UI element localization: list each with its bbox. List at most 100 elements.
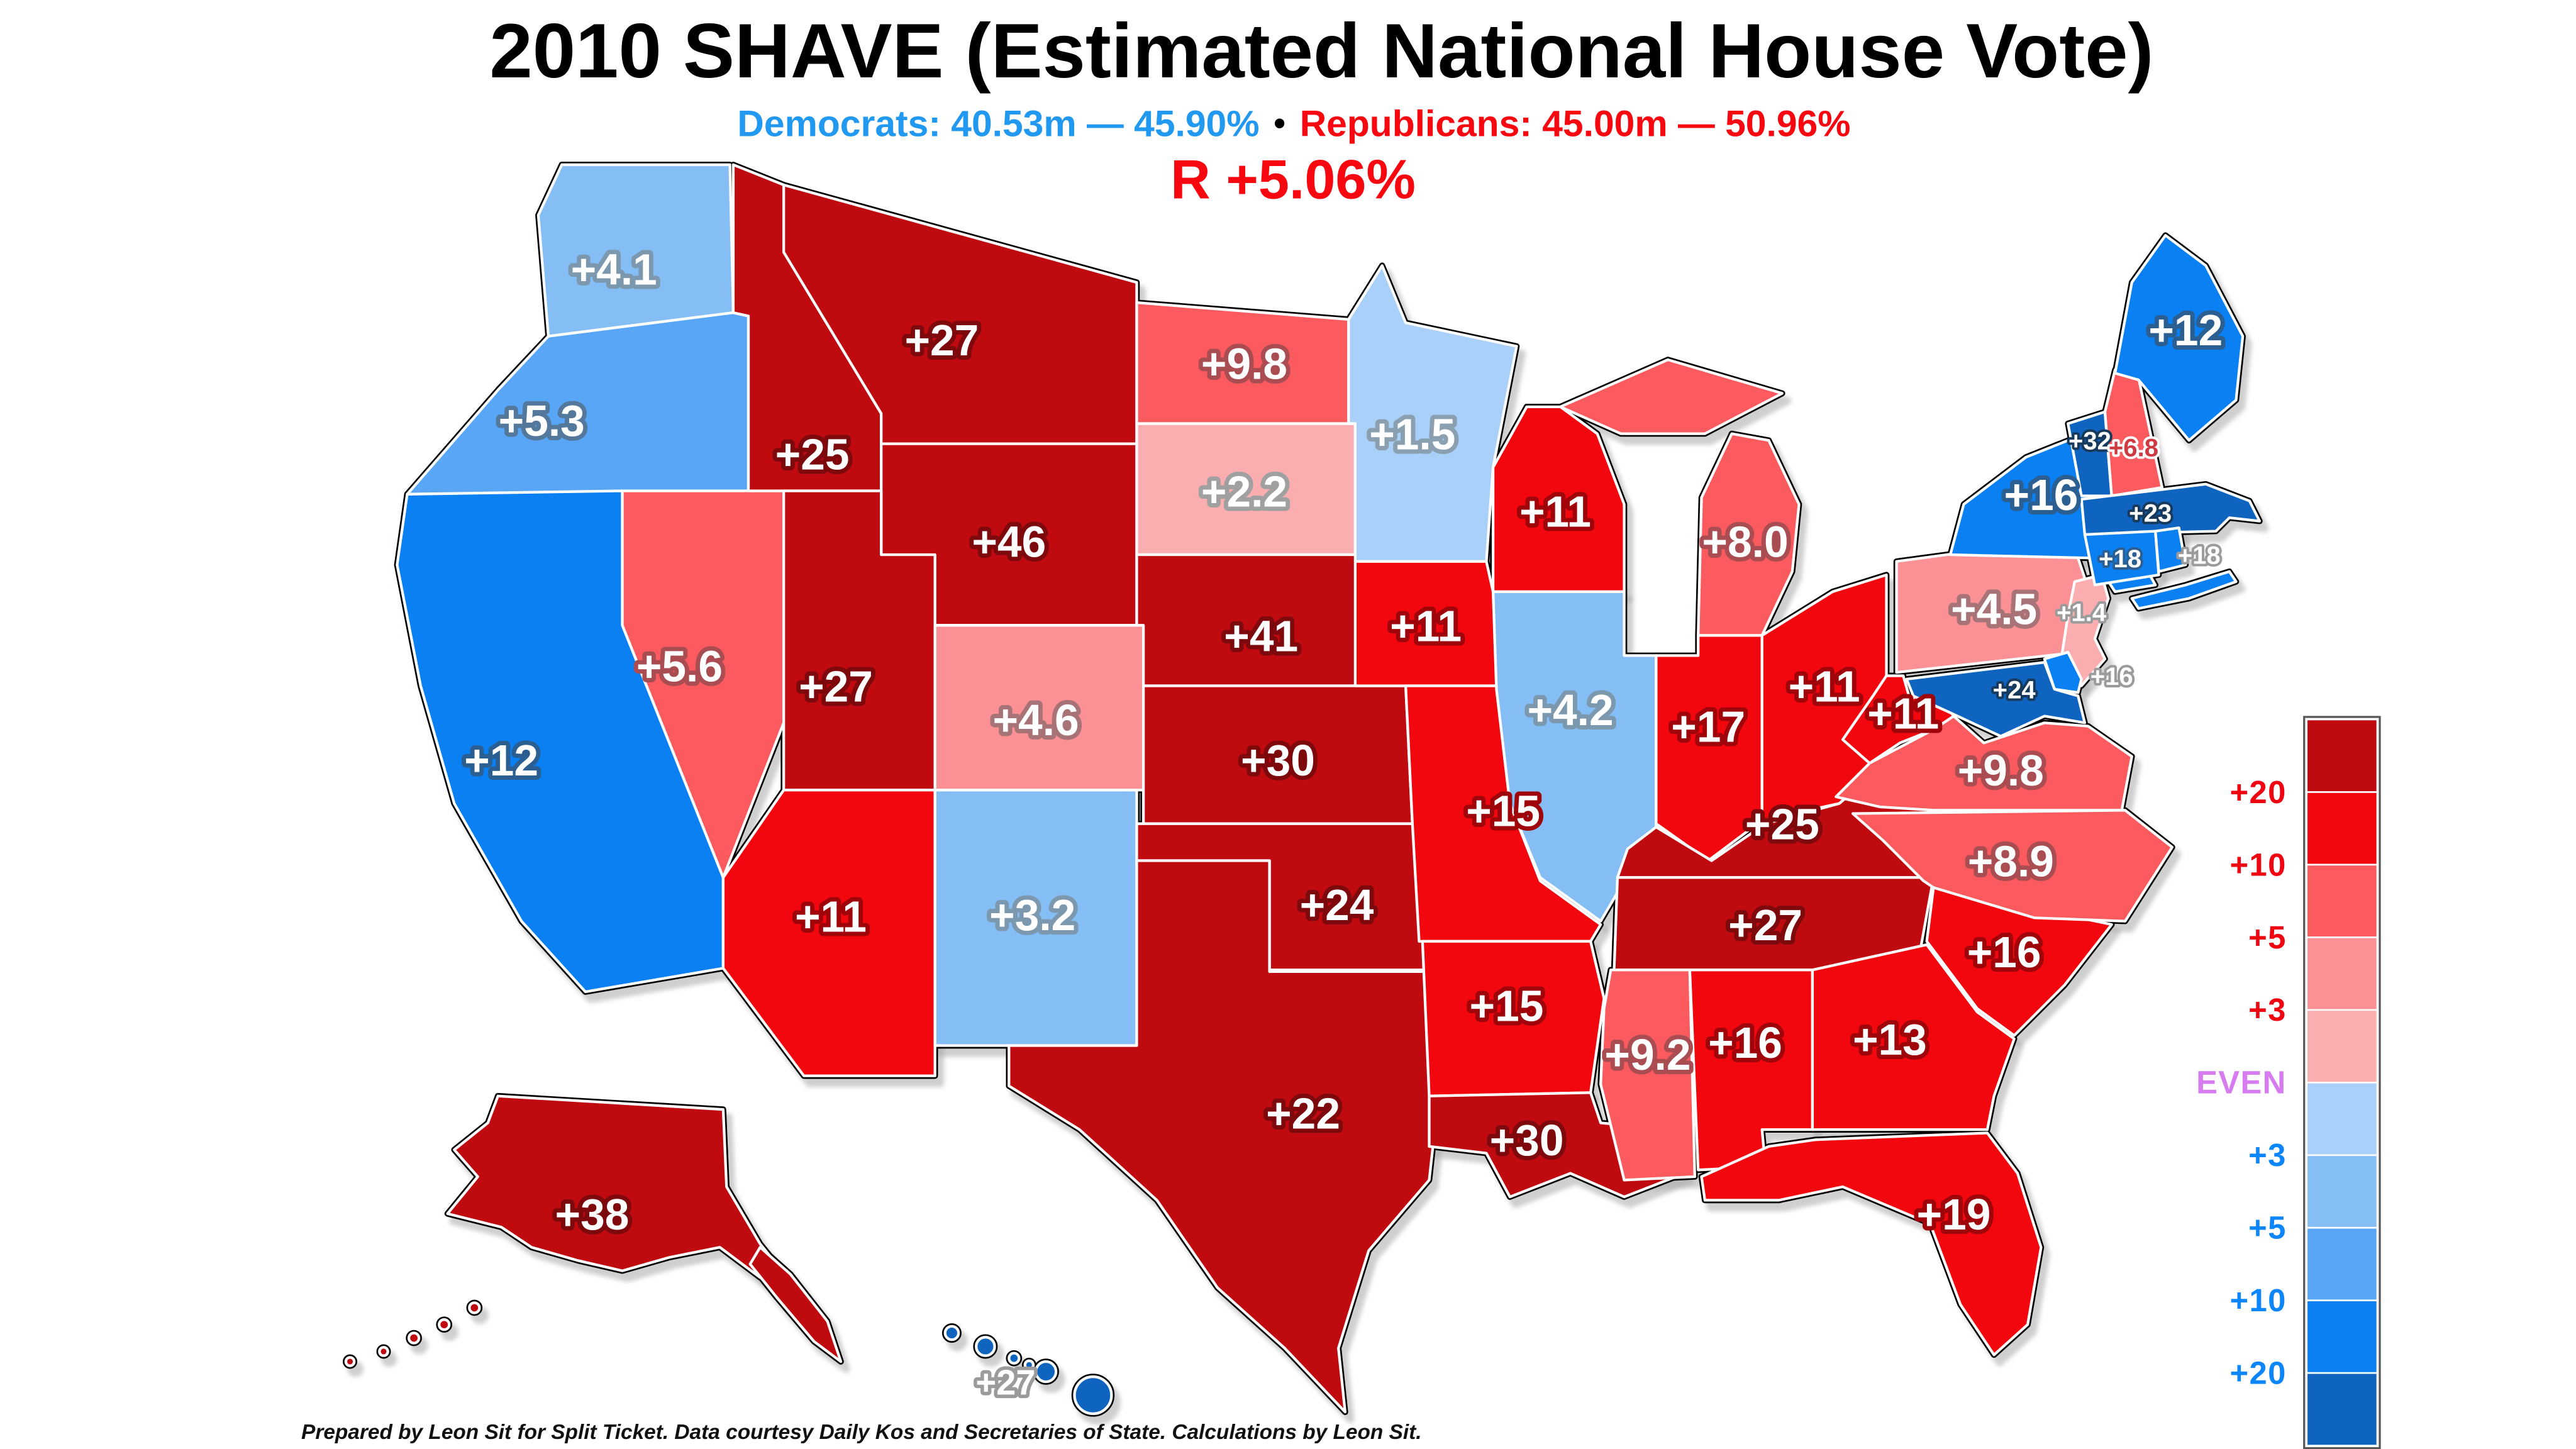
state-ak-shape: [748, 1246, 843, 1363]
state-sc-shape: [1925, 886, 2113, 1037]
state-tx-label: +22: [1266, 1089, 1340, 1138]
legend-segment-r20: [2306, 718, 2379, 793]
state-ks-label: +30: [1241, 736, 1315, 785]
legend-segment-r5: [2306, 863, 2379, 938]
legend-segment-r10: [2306, 791, 2379, 866]
state-ak-island: [378, 1346, 389, 1357]
state-wa-shape: [536, 163, 735, 338]
state-md-shape: [1905, 660, 2087, 738]
state-il-label: +4.2: [1527, 686, 1613, 735]
state-ma-label: +23: [2129, 500, 2172, 528]
state-md-label: +24: [1993, 676, 2036, 704]
state-tx-shape: [1008, 859, 1441, 1414]
state-co-label: +4.6: [992, 696, 1079, 745]
state-hi-island: [975, 1336, 996, 1357]
state-ak-label: +38: [555, 1190, 630, 1239]
republicans-total-stats: Republicans: 45.00m — 50.96%: [1300, 104, 1851, 145]
state-ak-island: [344, 1356, 356, 1367]
map-state-labels: +4.1 +5.3 +12 +5.6 +25 +27 +46 +27 +4.6 +11 +3.2 +9…: [460, 241, 2227, 1406]
state-ny-shape: [2130, 570, 2238, 610]
state-ms-label: +9.2: [1604, 1030, 1690, 1079]
legend-label-dem-7: +10: [2230, 1282, 2287, 1318]
legend-label-rep-0: +20: [2230, 774, 2287, 810]
state-id-label: +25: [775, 430, 850, 479]
legend-label-rep-2: +5: [2248, 919, 2287, 955]
state-me-label: +12: [2148, 306, 2223, 355]
state-ar-shape: [1421, 940, 1606, 1097]
state-ky-label: +25: [1745, 800, 1819, 849]
legend-label-dem-8: +20: [2230, 1355, 2287, 1391]
state-mt-label: +27: [904, 316, 979, 365]
state-al-label: +16: [1708, 1018, 1782, 1067]
state-sc-label: +16: [1967, 928, 2041, 977]
state-me-shape: [2113, 234, 2245, 442]
state-nm-label: +3.2: [989, 891, 1075, 940]
state-wv-label: +11: [1867, 689, 1939, 738]
legend-label-dem-5: +3: [2248, 1137, 2287, 1173]
state-ri-label: +18: [2178, 541, 2221, 569]
state-vt-label: +32: [2068, 428, 2111, 455]
state-mn-label: +1.5: [1369, 410, 1455, 459]
legend-segment-d10: [2306, 1299, 2379, 1374]
state-ri-shape: [2154, 526, 2187, 573]
state-hi-island: [943, 1324, 960, 1341]
state-mi-shape: [1558, 358, 1784, 435]
legend-segment-r3: [2306, 936, 2379, 1011]
state-nv-label: +5.6: [636, 641, 723, 691]
democrats-total-stats: Democrats: 40.53m — 45.90%: [737, 104, 1259, 145]
state-hi-island: [1023, 1359, 1035, 1371]
state-wy-label: +46: [972, 518, 1046, 567]
page-title: 2010 SHAVE (Estimated National House Vot…: [489, 8, 2153, 94]
state-pa-label: +4.5: [1951, 585, 2037, 634]
margin-legend: +20 +10 +5 +3 EVEN +3 +5 +10 +20: [2196, 716, 2381, 1449]
state-ia-label: +11: [1390, 601, 1462, 650]
state-ok-label: +24: [1300, 880, 1374, 930]
state-ne-label: +41: [1224, 611, 1298, 660]
state-tn-label: +27: [1728, 901, 1802, 950]
legend-segment-d20: [2306, 1372, 2379, 1446]
state-sd-label: +2.2: [1201, 467, 1287, 516]
state-nd-label: +9.8: [1201, 339, 1287, 388]
legend-segment-d5: [2306, 1226, 2379, 1302]
state-nj-label: +1.4: [2057, 599, 2107, 626]
state-ak-island: [438, 1318, 451, 1331]
state-wa-label: +4.1: [571, 245, 657, 294]
state-mi-shape: [1697, 432, 1801, 637]
state-ct-label: +18: [2099, 545, 2141, 573]
state-nc-shape: [1851, 809, 2174, 923]
state-or-label: +5.3: [499, 396, 585, 445]
state-mi-label: +8.0: [1702, 518, 1788, 567]
state-ny-label: +16: [2004, 470, 2079, 519]
state-hi-island: [1008, 1352, 1021, 1365]
state-in-label: +17: [1671, 702, 1745, 752]
state-fl-label: +19: [1917, 1190, 1991, 1239]
state-fl-shape: [1700, 1131, 2043, 1357]
state-ut-label: +27: [799, 662, 873, 711]
legend-label-rep-3: +3: [2248, 992, 2287, 1028]
state-ak-island: [407, 1331, 421, 1345]
state-de-label: +16: [2090, 663, 2133, 691]
state-va-label: +9.8: [1958, 746, 2044, 795]
state-ak-shape: [446, 1094, 806, 1299]
state-az-label: +11: [795, 892, 867, 941]
legend-label-even-4: EVEN: [2196, 1065, 2287, 1101]
state-oh-label: +11: [1789, 662, 1860, 711]
state-ca-label: +12: [464, 736, 538, 785]
legend-segment-d3: [2306, 1154, 2379, 1229]
legend-segment-d0: [2306, 1081, 2379, 1157]
state-ga-shape: [1811, 943, 2016, 1131]
state-ak-island: [468, 1301, 481, 1314]
state-hi-label: +27: [975, 1362, 1035, 1402]
bullet-separator: •: [1274, 105, 1285, 142]
state-hi-island: [1034, 1360, 1058, 1384]
state-ga-label: +13: [1853, 1015, 1927, 1064]
state-nh-label: +6.8: [2109, 434, 2158, 462]
map-state-shapes: [344, 163, 2262, 1416]
state-ct-shape: [2083, 530, 2160, 587]
state-mn-shape: [1347, 264, 1518, 563]
legend-label-rep-1: +10: [2230, 847, 2287, 882]
state-la-label: +30: [1490, 1116, 1564, 1165]
legend-label-dem-6: +5: [2248, 1210, 2287, 1246]
